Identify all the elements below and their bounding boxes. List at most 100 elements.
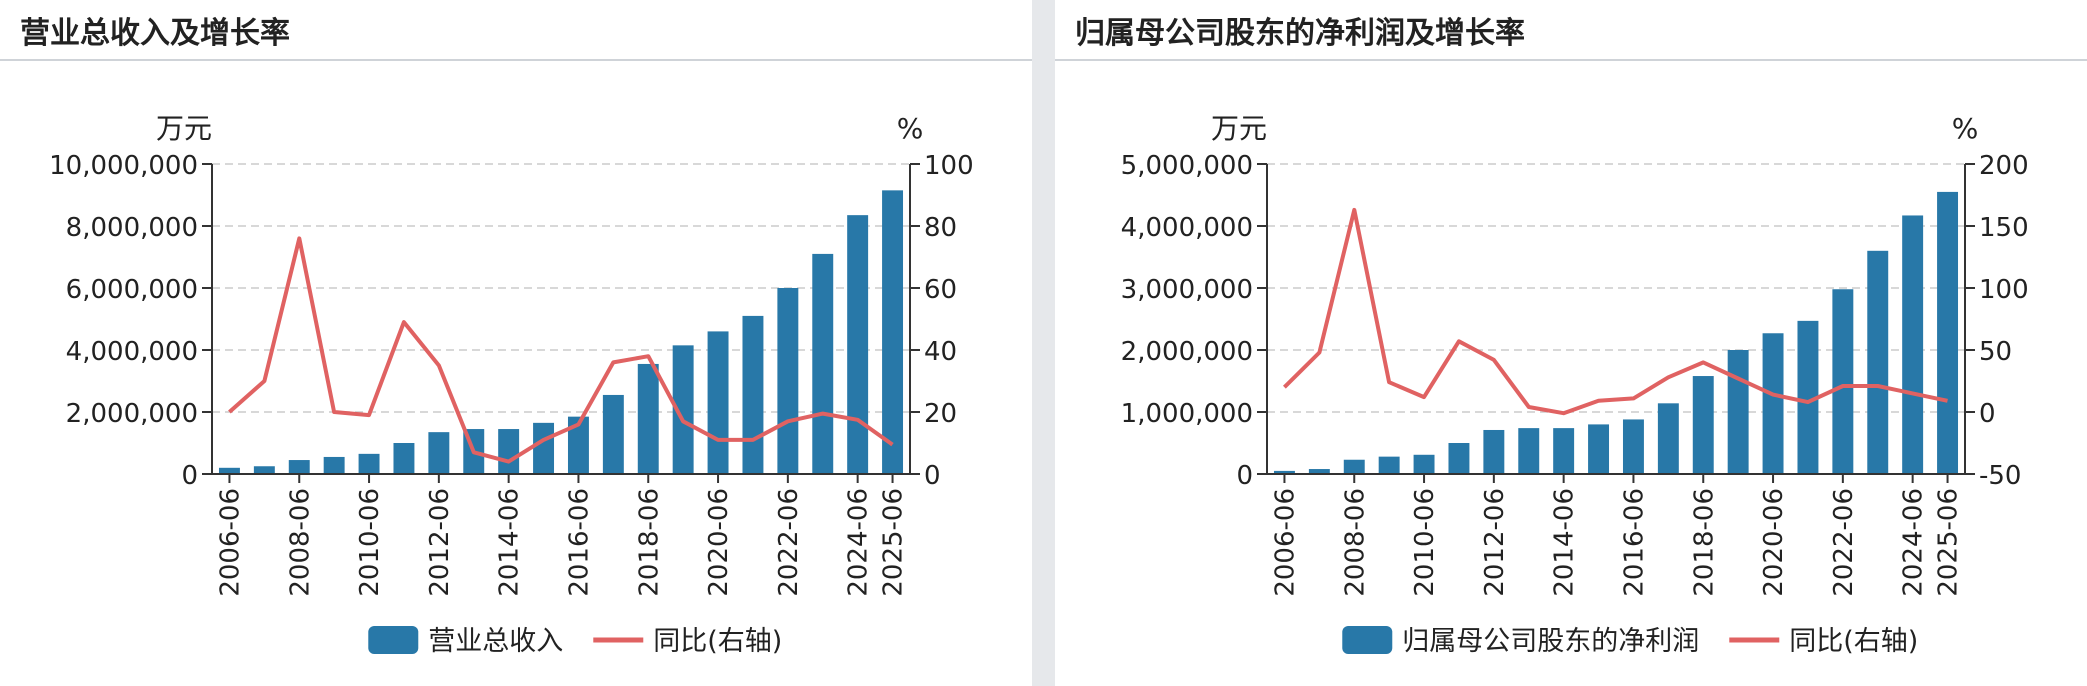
- left-tick-label: 10,000,000: [49, 151, 198, 181]
- bar-2011-06: [393, 443, 415, 474]
- x-tick-label: 2016-06: [564, 488, 594, 597]
- left-tick-label: 3,000,000: [1121, 275, 1253, 305]
- x-tick-label: 2018-06: [1689, 488, 1719, 597]
- legend-bar-label: 营业总收入: [428, 626, 563, 657]
- bar-2007-06: [1308, 469, 1330, 474]
- bar-2014-06: [498, 429, 520, 474]
- x-tick-label: 2006-06: [215, 488, 245, 597]
- bar-2016-06: [1622, 419, 1644, 474]
- bar-2020-06: [707, 331, 729, 474]
- growth-line: [1282, 207, 1948, 416]
- x-tick-label: 2024-06: [1899, 488, 1929, 597]
- x-tick-label: 2018-06: [634, 488, 664, 597]
- left-tick-label: 8,000,000: [66, 213, 198, 243]
- bar-2015-06: [1588, 424, 1610, 474]
- bar-2010-06: [1413, 454, 1435, 474]
- x-tick-label: 2006-06: [1270, 488, 1300, 597]
- right-tick-label: -50: [1979, 461, 2021, 491]
- bar-2025-06: [1937, 191, 1959, 474]
- title-divider: [1055, 59, 2087, 61]
- left-tick-label: 4,000,000: [1121, 213, 1253, 243]
- bar-2018-06: [637, 363, 659, 474]
- right-tick-label: 200: [1979, 151, 2029, 181]
- revenue-panel-title: 营业总收入及增长率: [20, 16, 290, 51]
- x-tick-label: 2024-06: [844, 488, 874, 597]
- left-tick-label: 1,000,000: [1121, 399, 1253, 429]
- bar-2018-06: [1692, 376, 1714, 474]
- bar-2024-06: [847, 215, 869, 474]
- x-tick-label: 2010-06: [355, 488, 385, 597]
- right-tick-label: 40: [924, 337, 957, 367]
- legend-bar-swatch: [1342, 626, 1393, 654]
- bar-2019-06: [1727, 350, 1749, 474]
- right-tick-label: 150: [1979, 213, 2029, 243]
- net-profit-chart: 0 1,000,000 2,000,000 3,000,000 4,000,000 5,0…: [1121, 112, 2029, 657]
- bar-2022-06: [777, 288, 799, 474]
- bar-2012-06: [1483, 429, 1505, 474]
- right-tick-label: 50: [1979, 337, 2012, 367]
- x-tick-label: 2025-06: [879, 488, 909, 597]
- bar-2015-06: [533, 422, 555, 474]
- x-tick-label: 2022-06: [1829, 488, 1859, 597]
- bar-2016-06: [567, 416, 589, 474]
- right-unit-label: %: [1952, 112, 1979, 145]
- left-tick-label: 0: [181, 461, 198, 491]
- bar-2017-06: [1657, 403, 1679, 474]
- right-tick-label: 0: [924, 461, 941, 491]
- left-unit-label: 万元: [156, 112, 212, 145]
- left-tick-label: 4,000,000: [66, 337, 198, 367]
- bar-2023-06: [1867, 250, 1889, 474]
- right-tick-label: 80: [924, 213, 957, 243]
- right-tick-label: 20: [924, 399, 957, 429]
- bar-2006-06: [218, 467, 240, 474]
- bar-2023-06: [812, 253, 834, 474]
- left-tick-label: 6,000,000: [66, 275, 198, 305]
- growth-line: [228, 236, 894, 464]
- bar-2012-06: [428, 432, 450, 474]
- legend-line-label: 同比(右轴): [653, 626, 782, 657]
- revenue-panel: 营业总收入及增长率 0 2,000,000 4,000,000 6,000,000 8,…: [0, 0, 1032, 686]
- left-tick-label: 0: [1236, 461, 1253, 491]
- right-unit-label: %: [897, 112, 924, 145]
- x-tick-label: 2020-06: [1759, 488, 1789, 597]
- bar-2007-06: [253, 466, 275, 474]
- x-tick-label: 2008-06: [285, 488, 315, 597]
- x-tick-label: 2025-06: [1934, 488, 1964, 597]
- x-tick-label: 2012-06: [1480, 488, 1510, 597]
- x-tick-label: 2014-06: [495, 488, 525, 597]
- right-tick-label: 100: [1979, 275, 2029, 305]
- x-tick-label: 2010-06: [1410, 488, 1440, 597]
- bar-2022-06: [1832, 289, 1854, 474]
- legend-bar-label: 归属母公司股东的净利润: [1402, 626, 1699, 657]
- bar-2009-06: [1378, 456, 1400, 474]
- right-tick-label: 60: [924, 275, 957, 305]
- bar-2008-06: [288, 460, 310, 474]
- bar-2020-06: [1762, 333, 1784, 474]
- legend-bar-swatch: [368, 626, 419, 654]
- title-divider: [0, 59, 1032, 61]
- left-tick-label: 5,000,000: [1121, 151, 1253, 181]
- bar-2021-06: [1797, 320, 1819, 474]
- bar-2025-06: [882, 190, 904, 474]
- bar-2011-06: [1448, 443, 1470, 474]
- x-tick-label: 2016-06: [1619, 488, 1649, 597]
- bar-2014-06: [1553, 428, 1575, 474]
- x-tick-label: 2014-06: [1550, 488, 1580, 597]
- x-tick-label: 2020-06: [704, 488, 734, 597]
- x-tick-label: 2022-06: [774, 488, 804, 597]
- bar-2006-06: [1273, 470, 1295, 474]
- net-profit-panel-title: 归属母公司股东的净利润及增长率: [1075, 16, 1525, 51]
- left-unit-label: 万元: [1211, 112, 1267, 145]
- x-tick-label: 2012-06: [425, 488, 455, 597]
- left-tick-label: 2,000,000: [1121, 337, 1253, 367]
- bar-2017-06: [602, 394, 624, 474]
- revenue-chart: 0 2,000,000 4,000,000 6,000,000 8,000,000 10,…: [49, 112, 974, 657]
- bar-2009-06: [323, 456, 345, 474]
- bar-2024-06: [1902, 215, 1924, 474]
- bar-2013-06: [1518, 428, 1540, 474]
- bar-2008-06: [1343, 459, 1365, 474]
- right-tick-label: 100: [924, 151, 974, 181]
- legend-line-label: 同比(右轴): [1789, 626, 1918, 657]
- x-tick-label: 2008-06: [1340, 488, 1370, 597]
- bar-2021-06: [742, 315, 764, 474]
